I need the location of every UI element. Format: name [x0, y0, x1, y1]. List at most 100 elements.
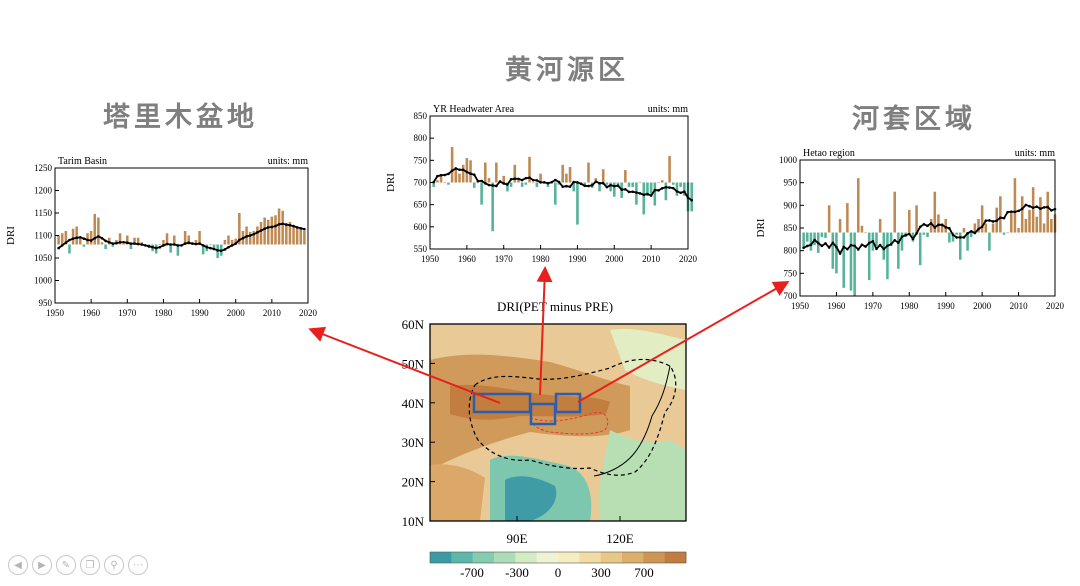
chart-bar	[212, 244, 216, 249]
moving-average-point	[977, 227, 980, 231]
x-tick-label: 1960	[82, 308, 101, 318]
x-tick-label: 1980	[900, 301, 919, 311]
x-tick-label: 1960	[458, 254, 477, 264]
moving-average-point	[904, 233, 907, 237]
moving-average-point	[590, 184, 594, 187]
chart-bar	[598, 182, 601, 192]
moving-average-point	[587, 184, 590, 188]
chart-bar	[546, 182, 550, 187]
chart-bar	[601, 169, 605, 183]
chart-bar	[458, 173, 461, 183]
y-tick-label: 800	[414, 133, 428, 143]
moving-average-point	[616, 184, 620, 187]
chart-bar	[133, 237, 136, 245]
y-tick-label: 700	[414, 178, 428, 188]
chart-bar	[612, 182, 616, 197]
chart-bar	[835, 232, 838, 274]
x-tick-label: 2020	[299, 308, 318, 318]
moving-average-point	[82, 237, 86, 240]
chart-bar	[846, 203, 849, 233]
chart-bar	[292, 226, 295, 245]
chart-tarim-basin: Tarim Basin units: mm 950 1000 1050 1100 1150 1…	[5, 156, 318, 318]
dri-map: DRI(PET minus PRE) 60N 50N 40N 30N 20N 10N 90…	[402, 299, 687, 580]
x-tick-label: 1990	[191, 308, 210, 318]
chart-bar	[849, 232, 853, 291]
chart-bar	[183, 231, 187, 245]
moving-average-point	[469, 172, 472, 176]
moving-average-point	[513, 177, 517, 180]
moving-average-point	[443, 173, 447, 177]
moving-average-point	[263, 227, 266, 231]
moving-average-point	[878, 243, 882, 247]
colorbar-swatch	[472, 552, 495, 563]
chart-bar	[75, 226, 78, 245]
moving-average-point	[554, 178, 557, 182]
moving-average-point	[79, 236, 82, 239]
chart-bar	[911, 232, 915, 242]
moving-average-point	[299, 227, 303, 230]
chart-bar	[806, 232, 809, 242]
chart-bar	[1010, 212, 1013, 233]
chart-bar	[955, 232, 958, 235]
colorbar-swatch	[494, 552, 516, 563]
moving-average-point	[831, 241, 835, 245]
copy-icon[interactable]: ❐	[80, 555, 100, 575]
moving-average-point	[111, 242, 115, 245]
chart-bar	[1017, 228, 1020, 233]
chart-bar	[439, 175, 443, 183]
moving-average-point	[679, 191, 682, 195]
y-axis-label: DRI	[385, 173, 397, 192]
moving-average-point	[922, 223, 926, 226]
moving-average-point	[133, 242, 136, 245]
chart-bar	[605, 182, 609, 185]
moving-average-point	[1050, 209, 1053, 212]
colorbar-swatch	[515, 552, 537, 563]
moving-average-point	[565, 184, 568, 188]
map-lon-labels: 90E 120E	[507, 516, 634, 546]
chart-bar	[809, 232, 813, 251]
next-icon[interactable]: ▶	[32, 555, 52, 575]
moving-average-point	[664, 185, 668, 189]
moving-average-point	[1006, 210, 1009, 214]
lat-label: 50N	[402, 356, 425, 371]
colorbar-label: -700	[460, 565, 484, 580]
x-tick-label: 2020	[679, 254, 698, 264]
moving-average-point	[75, 236, 78, 240]
chart-bar	[480, 182, 483, 205]
chart-bar	[853, 232, 856, 296]
zoom-icon[interactable]: ⚲	[104, 555, 124, 575]
moving-average-point	[1002, 216, 1006, 220]
prev-icon[interactable]: ◀	[8, 555, 28, 575]
moving-average-point	[169, 243, 172, 246]
country-border	[468, 358, 677, 476]
moving-average-point	[436, 174, 439, 178]
moving-average-point	[439, 173, 443, 177]
chart-bar	[882, 232, 886, 260]
moving-average-point	[198, 242, 201, 245]
chart-units: units: mm	[648, 104, 689, 115]
chart-bar	[71, 228, 75, 245]
moving-average-point	[476, 179, 480, 183]
chart-bar	[487, 178, 491, 183]
chart-bar	[683, 182, 686, 196]
chart-bar	[944, 218, 947, 233]
chart-bar	[288, 222, 292, 245]
moving-average-point	[223, 248, 227, 251]
plot-frame	[54, 167, 309, 304]
map-india	[430, 464, 485, 521]
colorbar-swatch	[622, 552, 644, 563]
moving-average-point	[450, 169, 454, 172]
chart-bar	[660, 180, 664, 183]
y-tick-label: 1200	[34, 186, 53, 196]
colorbar-swatch	[536, 552, 559, 563]
chart-bar	[461, 164, 465, 183]
chart-bar	[980, 205, 984, 233]
chart-bar	[281, 210, 284, 245]
pen-icon[interactable]: ✎	[56, 555, 76, 575]
moving-average-point	[813, 238, 816, 242]
chart-bar	[285, 222, 288, 245]
chart-bar	[572, 182, 576, 192]
more-icon[interactable]: ⋯	[128, 555, 148, 575]
chart-bar	[1006, 232, 1009, 234]
chart-bar	[587, 162, 590, 183]
